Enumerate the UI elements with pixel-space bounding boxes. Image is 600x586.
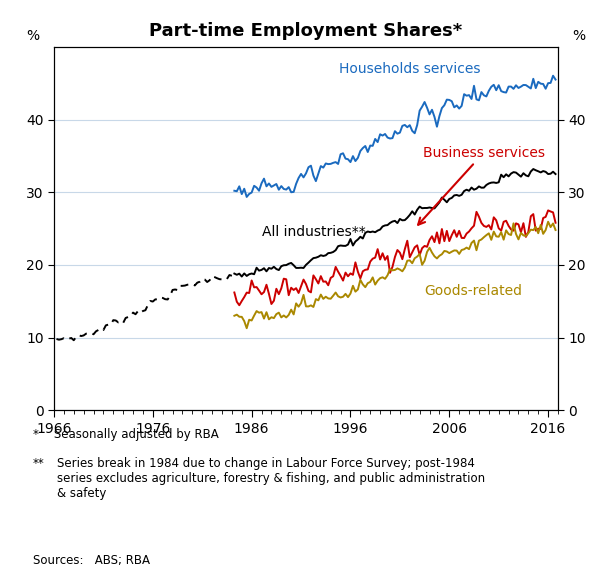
- Text: **: **: [33, 457, 45, 470]
- Text: *    Seasonally adjusted by RBA: * Seasonally adjusted by RBA: [33, 428, 219, 441]
- Text: Series break in 1984 due to change in Labour Force Survey; post-1984
series excl: Series break in 1984 due to change in La…: [57, 457, 485, 500]
- Text: Business services: Business services: [418, 145, 545, 225]
- Text: All industries**: All industries**: [262, 226, 365, 240]
- Text: Households services: Households services: [339, 62, 481, 76]
- Text: %: %: [572, 29, 586, 43]
- Text: %: %: [26, 29, 40, 43]
- Text: Sources:   ABS; RBA: Sources: ABS; RBA: [33, 554, 150, 567]
- Title: Part-time Employment Shares*: Part-time Employment Shares*: [149, 22, 463, 40]
- Text: Goods-related: Goods-related: [425, 284, 523, 298]
